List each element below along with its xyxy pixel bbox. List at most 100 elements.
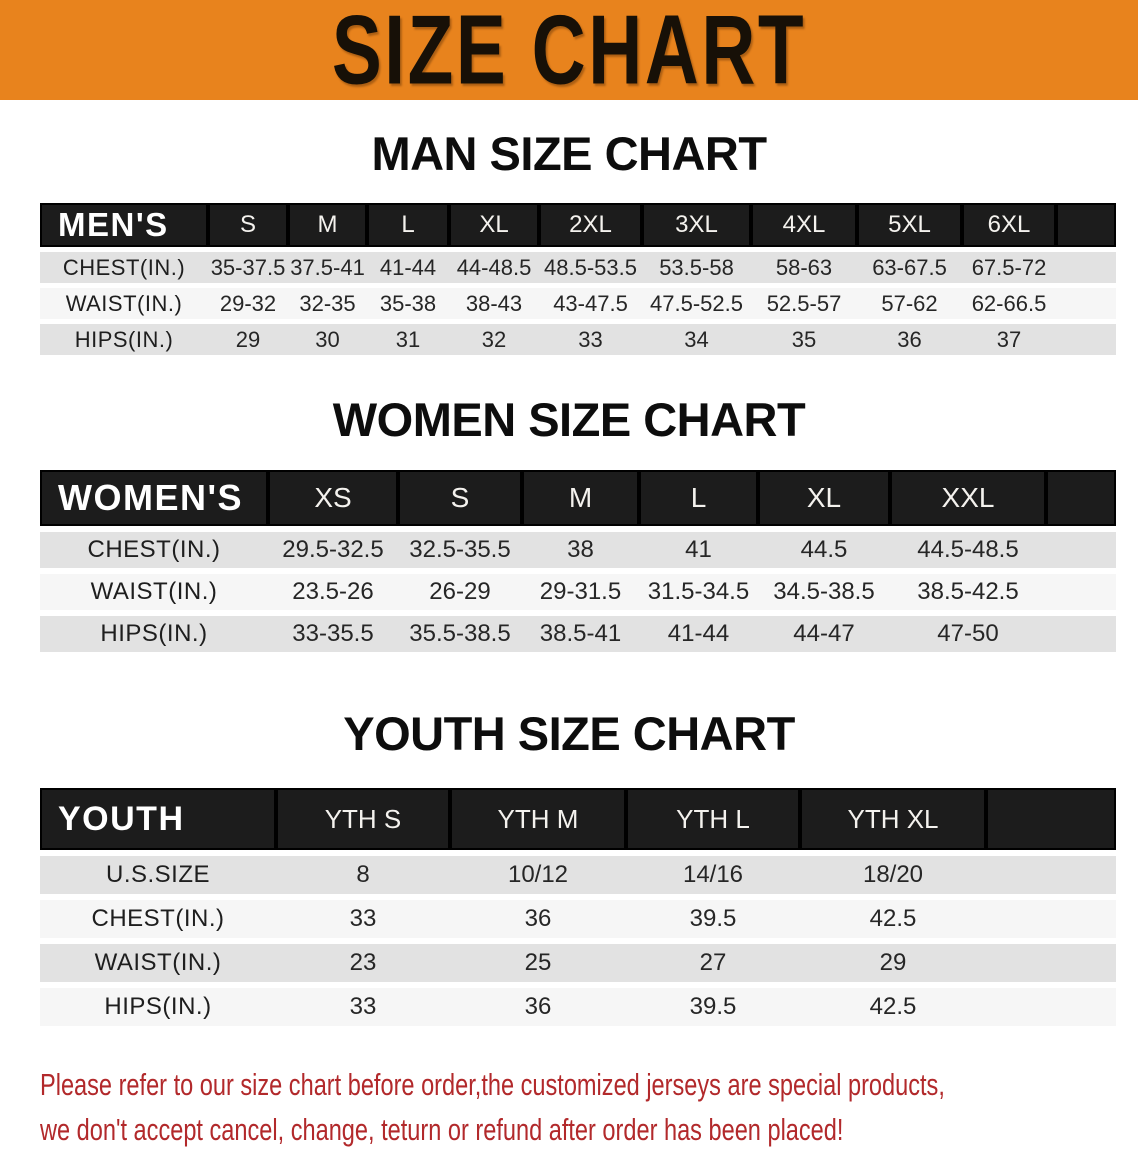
size-cell: 29.5-32.5 <box>268 532 398 568</box>
column-header: XL <box>449 203 539 247</box>
men-size-table: MEN'S S M L XL 2XL 3XL 4XL 5XL 6XL CHEST(IN.) 35-37… <box>40 198 1116 360</box>
size-cell: 23.5-26 <box>268 574 398 610</box>
row-label: WAIST(IN.) <box>40 288 208 319</box>
row-label: CHEST(IN.) <box>40 252 208 283</box>
size-cell: 41-44 <box>639 616 758 652</box>
table-header-row: YOUTH YTH S YTH M YTH L YTH XL <box>40 788 1116 850</box>
row-label: HIPS(IN.) <box>40 988 276 1026</box>
row-filler <box>1046 616 1116 652</box>
size-cell: 31.5-34.5 <box>639 574 758 610</box>
table-row: HIPS(IN.) 33 36 39.5 42.5 <box>40 988 1116 1026</box>
row-filler <box>986 900 1116 938</box>
size-cell: 42.5 <box>800 988 986 1026</box>
row-filler <box>1046 574 1116 610</box>
size-cell: 38-43 <box>449 288 539 319</box>
row-filler <box>1056 252 1116 283</box>
row-label: CHEST(IN.) <box>40 532 268 568</box>
column-header: YTH M <box>450 788 626 850</box>
size-cell: 41-44 <box>367 252 449 283</box>
size-cell: 41 <box>639 532 758 568</box>
size-cell: 10/12 <box>450 856 626 894</box>
table-row: CHEST(IN.) 33 36 39.5 42.5 <box>40 900 1116 938</box>
size-cell: 32-35 <box>288 288 367 319</box>
table-row: WAIST(IN.) 29-32 32-35 35-38 38-43 43-47.5 47.… <box>40 288 1116 319</box>
size-cell: 44.5 <box>758 532 890 568</box>
size-cell: 67.5-72 <box>962 252 1056 283</box>
size-cell: 36 <box>450 988 626 1026</box>
size-cell: 33 <box>539 324 642 355</box>
size-cell: 33 <box>276 988 450 1026</box>
size-cell: 35-38 <box>367 288 449 319</box>
column-header: M <box>522 470 639 526</box>
size-cell: 8 <box>276 856 450 894</box>
table-title: WOMEN'S <box>40 470 268 526</box>
table-row: HIPS(IN.) 33-35.5 35.5-38.5 38.5-41 41-44 44-… <box>40 616 1116 652</box>
column-header: S <box>398 470 522 526</box>
column-header: YTH S <box>276 788 450 850</box>
size-cell: 36 <box>857 324 962 355</box>
women-section-heading: WOMEN SIZE CHART <box>332 393 806 446</box>
size-cell: 29 <box>800 944 986 982</box>
size-cell: 53.5-58 <box>642 252 751 283</box>
header-filler <box>1046 470 1116 526</box>
disclaimer-line: Please refer to our size chart before or… <box>40 1067 945 1102</box>
column-header: XL <box>758 470 890 526</box>
size-cell: 39.5 <box>626 900 800 938</box>
size-chart-banner: SIZE CHART <box>0 0 1138 100</box>
size-cell: 57-62 <box>857 288 962 319</box>
column-header: 2XL <box>539 203 642 247</box>
size-cell: 43-47.5 <box>539 288 642 319</box>
size-cell: 42.5 <box>800 900 986 938</box>
size-cell: 35 <box>751 324 857 355</box>
size-cell: 63-67.5 <box>857 252 962 283</box>
disclaimer-line: we don't accept cancel, change, teturn o… <box>40 1112 844 1147</box>
table-row: CHEST(IN.) 35-37.5 37.5-41 41-44 44-48.5 48.5… <box>40 252 1116 283</box>
youth-section-heading: YOUTH SIZE CHART <box>343 707 795 760</box>
size-cell: 18/20 <box>800 856 986 894</box>
size-cell: 35.5-38.5 <box>398 616 522 652</box>
table-row: WAIST(IN.) 23 25 27 29 <box>40 944 1116 982</box>
column-header: 5XL <box>857 203 962 247</box>
row-filler <box>1056 324 1116 355</box>
table-title: YOUTH <box>40 788 276 850</box>
size-cell: 47-50 <box>890 616 1046 652</box>
size-cell: 47.5-52.5 <box>642 288 751 319</box>
size-cell: 29-31.5 <box>522 574 639 610</box>
row-label: WAIST(IN.) <box>40 574 268 610</box>
size-cell: 37 <box>962 324 1056 355</box>
size-cell: 44.5-48.5 <box>890 532 1046 568</box>
disclaimer: Please refer to our size chart before or… <box>40 1062 1138 1152</box>
header-filler <box>986 788 1116 850</box>
column-header: L <box>639 470 758 526</box>
size-cell: 33 <box>276 900 450 938</box>
column-header: 4XL <box>751 203 857 247</box>
table-title: MEN'S <box>40 203 208 247</box>
size-cell: 44-47 <box>758 616 890 652</box>
row-label: WAIST(IN.) <box>40 944 276 982</box>
row-filler <box>1046 532 1116 568</box>
table-row: CHEST(IN.) 29.5-32.5 32.5-35.5 38 41 44.5 44.5… <box>40 532 1116 568</box>
youth-size-table: YOUTH YTH S YTH M YTH L YTH XL U.S.SIZE 8 10/12… <box>40 782 1116 1032</box>
size-cell: 23 <box>276 944 450 982</box>
column-header: L <box>367 203 449 247</box>
size-cell: 44-48.5 <box>449 252 539 283</box>
size-cell: 29-32 <box>208 288 288 319</box>
men-section-heading: MAN SIZE CHART <box>371 127 767 180</box>
size-cell: 62-66.5 <box>962 288 1056 319</box>
size-cell: 29 <box>208 324 288 355</box>
table-header-row: WOMEN'S XS S M L XL XXL <box>40 470 1116 526</box>
size-cell: 34.5-38.5 <box>758 574 890 610</box>
row-filler <box>986 944 1116 982</box>
column-header: S <box>208 203 288 247</box>
table-row: U.S.SIZE 8 10/12 14/16 18/20 <box>40 856 1116 894</box>
table-row: HIPS(IN.) 29 30 31 32 33 34 35 36 37 <box>40 324 1116 355</box>
row-label: HIPS(IN.) <box>40 616 268 652</box>
size-cell: 37.5-41 <box>288 252 367 283</box>
banner-title: SIZE CHART <box>331 0 807 100</box>
column-header: YTH XL <box>800 788 986 850</box>
size-cell: 32.5-35.5 <box>398 532 522 568</box>
column-header: XXL <box>890 470 1046 526</box>
size-cell: 26-29 <box>398 574 522 610</box>
women-section: WOMEN SIZE CHART WOMEN'S XS S M L XL XXL CHEST(… <box>0 394 1138 658</box>
size-cell: 38 <box>522 532 639 568</box>
